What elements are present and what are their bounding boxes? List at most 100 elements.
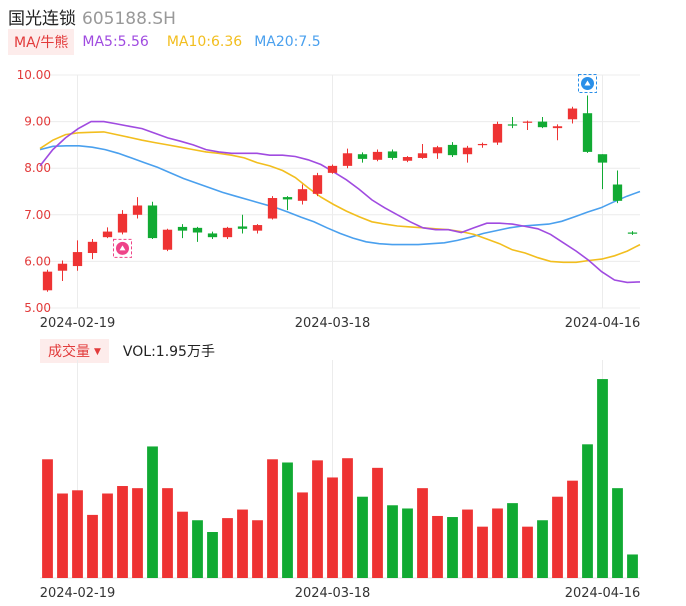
volume-bar — [192, 520, 203, 578]
candle-body — [267, 198, 278, 219]
candle-body — [612, 184, 623, 201]
candle-body — [327, 165, 338, 173]
candle — [327, 164, 338, 174]
candle — [432, 145, 443, 159]
price-tick-label: 6.00 — [24, 254, 51, 268]
candle — [237, 214, 248, 234]
candle-body — [447, 144, 458, 156]
ma20-line — [39, 145, 641, 246]
volume-bar — [147, 446, 158, 578]
volume-bar — [132, 488, 143, 578]
candle-body — [42, 271, 53, 291]
candle — [132, 197, 143, 219]
volume-bar — [462, 509, 473, 578]
candle-body — [477, 143, 488, 146]
volume-bar — [507, 503, 518, 578]
volume-bar — [252, 520, 263, 578]
volume-bar — [162, 488, 173, 578]
candle-body — [462, 147, 473, 155]
volume-bar — [57, 493, 68, 578]
ma10-readout: MA10:6.36 — [166, 34, 243, 50]
volume-bar — [177, 511, 188, 578]
candle-body — [342, 153, 353, 166]
volume-bar — [522, 526, 533, 578]
candle-body — [192, 227, 203, 233]
candle — [147, 201, 158, 240]
volume-bar — [267, 459, 278, 578]
volume-indicator-bar: 成交量 ▼ VOL:1.95万手 — [40, 339, 215, 363]
volume-toggle-label: 成交量 — [48, 344, 90, 360]
volume-bar — [597, 379, 608, 578]
candle-body — [297, 189, 308, 201]
volume-bar — [432, 515, 443, 578]
candle-body — [492, 123, 503, 143]
bear-badge-icon — [578, 74, 597, 94]
ma-toggle-button[interactable]: MA/牛熊 — [8, 29, 75, 55]
stock-code: 605188.SH — [82, 9, 176, 29]
caret-down-icon: ▼ — [94, 347, 101, 357]
bull-badge-icon-glyph — [119, 245, 126, 251]
candle — [312, 172, 323, 197]
volume-bar — [117, 486, 128, 578]
stock-title: 国光连锁 605188.SH — [8, 4, 176, 29]
candle — [537, 116, 548, 129]
candle-body — [552, 126, 563, 129]
bear-badge-icon-frame — [578, 74, 597, 94]
volume-bar — [297, 492, 308, 578]
volume-readout: VOL:1.95万手 — [122, 344, 215, 360]
candle — [522, 120, 533, 130]
candle — [42, 269, 53, 292]
volume-bar — [582, 444, 593, 578]
volume-bar — [372, 467, 383, 578]
volume-bar — [552, 496, 563, 578]
candle — [552, 124, 563, 141]
candle — [507, 116, 518, 129]
volume-bar — [447, 517, 458, 578]
volume-bar — [342, 458, 353, 578]
candle-body — [432, 147, 443, 154]
candle-body — [87, 241, 98, 254]
volume-bar — [537, 520, 548, 578]
candle — [192, 226, 203, 242]
candle-body — [597, 154, 608, 163]
candle-body — [282, 197, 293, 200]
candle-body — [507, 124, 518, 126]
stock-name: 国光连锁 — [8, 9, 76, 29]
volume-bar — [612, 488, 623, 578]
candle — [477, 142, 488, 148]
bull-badge-icon-frame — [113, 238, 132, 258]
candle-body — [147, 205, 158, 239]
candle-body — [417, 153, 428, 158]
candle-body — [537, 121, 548, 128]
volume-bar — [42, 459, 53, 578]
candle — [462, 145, 473, 163]
candle — [447, 142, 458, 158]
price-tick-label: 5.00 — [24, 301, 51, 315]
price-date-label: 2024-02-19 — [40, 316, 116, 331]
candle-body — [132, 205, 143, 215]
candle — [87, 239, 98, 260]
ma5-line — [39, 120, 641, 284]
candle — [117, 210, 128, 235]
candle-body — [372, 151, 383, 160]
volume-bar — [282, 462, 293, 578]
candle-body — [387, 151, 398, 158]
candle-body — [57, 263, 68, 271]
candle — [582, 95, 593, 153]
volume-bar — [207, 532, 218, 578]
candle-body — [402, 157, 413, 161]
price-tick-label: 9.00 — [24, 115, 51, 129]
candle — [597, 154, 608, 190]
price-tick-label: 10.00 — [17, 68, 51, 82]
candle-body — [357, 154, 368, 159]
volume-bar — [87, 514, 98, 578]
candle-body — [72, 252, 83, 267]
volume-bar — [222, 518, 233, 578]
volume-bar — [312, 460, 323, 578]
candle — [282, 196, 293, 211]
price-date-label: 2024-04-16 — [565, 316, 641, 331]
volume-toggle-button[interactable]: 成交量 ▼ — [40, 339, 109, 363]
price-tick-label: 7.00 — [24, 208, 51, 222]
volume-bar — [327, 477, 338, 578]
